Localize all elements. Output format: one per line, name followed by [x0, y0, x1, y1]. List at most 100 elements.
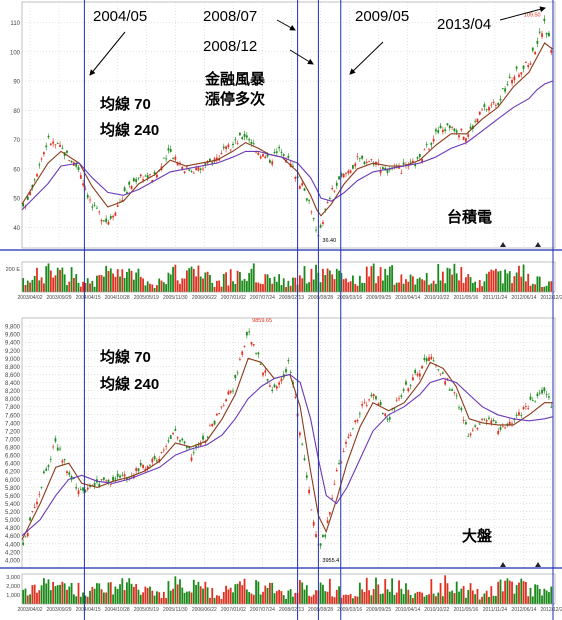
candle-body: [428, 148, 430, 150]
volume-bar: [126, 582, 128, 604]
volume-bar: [312, 594, 315, 604]
y-tick-label: 6,600: [5, 454, 21, 460]
volume-bar: [160, 280, 163, 292]
candle-body: [93, 483, 96, 486]
candle-body: [151, 179, 154, 183]
volume-bar: [462, 586, 465, 604]
candle-body: [139, 462, 142, 466]
volume-bar: [222, 273, 225, 292]
candle-body: [372, 394, 375, 397]
volume-bar: [179, 283, 181, 292]
volume-bar: [543, 286, 546, 292]
candle-body: [234, 139, 237, 141]
volume-bar: [423, 280, 426, 292]
volume-bar: [347, 595, 350, 604]
volume-bar: [356, 596, 359, 604]
candle-body: [522, 407, 525, 410]
candle-body: [497, 103, 500, 105]
candle-body: [388, 417, 391, 420]
volume-bar: [490, 269, 493, 292]
volume-bar: [179, 579, 181, 604]
candle-body: [252, 143, 255, 145]
candle-body: [370, 159, 373, 161]
volume-bar: [319, 282, 322, 292]
candle-body: [303, 458, 306, 461]
volume-bar: [370, 266, 373, 292]
candle-body: [347, 170, 350, 174]
x-tick-label: 2005/11/30: [163, 607, 188, 613]
volume-bar: [278, 589, 281, 604]
candle-body: [285, 369, 287, 373]
candle-body: [109, 216, 112, 219]
volume-bar: [469, 277, 472, 292]
annotation-2004-05: 2004/05: [93, 8, 148, 25]
volume-bar: [130, 583, 133, 604]
volume-bar: [128, 578, 131, 604]
volume-bar: [47, 263, 50, 292]
y-tick-label: 80: [13, 109, 20, 115]
volume-bar: [43, 283, 45, 292]
volume-bar: [501, 283, 504, 292]
candle-body: [139, 174, 142, 177]
candle-body: [444, 129, 447, 131]
annotation-ma70-bottom: 均線 70: [100, 349, 151, 366]
volume-bar: [169, 274, 172, 292]
candle-body: [59, 144, 61, 147]
volume-bar: [72, 594, 75, 604]
volume-bar: [548, 281, 550, 292]
candle-body: [137, 177, 140, 179]
volume-bar: [515, 272, 518, 292]
volume-bar: [96, 275, 98, 292]
event-marker: [500, 242, 506, 247]
candle-body: [379, 170, 382, 174]
volume-bar: [206, 271, 209, 292]
candle-body: [324, 534, 327, 537]
candle-body: [349, 170, 352, 173]
volume-bar: [347, 282, 350, 292]
volume-bar: [384, 579, 387, 604]
candle-body: [398, 398, 400, 400]
candle-body: [220, 153, 223, 155]
volume-bar: [130, 270, 133, 292]
volume-bar: [220, 598, 223, 604]
volume-bar: [218, 280, 221, 292]
volume-bar: [361, 282, 364, 292]
volume-bar: [98, 583, 101, 604]
volume-bar: [448, 268, 451, 292]
volume-bar: [236, 583, 239, 604]
candle-body: [375, 396, 377, 400]
volume-bar: [520, 578, 523, 604]
volume-bar: [220, 286, 223, 292]
candle-body: [448, 389, 451, 391]
candle-body: [264, 156, 267, 159]
volume-bar: [508, 580, 511, 604]
taiex-volume-panel: 2003/04/02 2003/09/29 2004/04/15 2004/10/28…: [6, 573, 562, 613]
volume-bar: [84, 282, 87, 292]
volume-bar: [490, 586, 493, 604]
candle-body: [86, 195, 89, 198]
candle-body: [342, 451, 345, 452]
candle-body: [116, 473, 119, 477]
candle-body: [112, 215, 114, 218]
candle-body: [239, 132, 241, 136]
annotation-2009-05: 2009/05: [355, 8, 410, 25]
candle-body: [315, 534, 317, 537]
volume-bar: [370, 595, 373, 604]
candle-body: [126, 477, 128, 480]
candle-body: [107, 221, 110, 225]
volume-bar: [338, 586, 340, 604]
arrow: [89, 31, 126, 76]
volume-bar: [59, 584, 61, 604]
candle-body: [303, 188, 306, 191]
candle-body: [79, 489, 82, 491]
candle-body: [437, 369, 440, 371]
volume-bar: [202, 278, 204, 292]
candle-body: [416, 157, 419, 159]
volume-bar: [361, 589, 364, 604]
y-tick-label: 4,200: [5, 550, 21, 556]
volume-bar: [331, 274, 334, 292]
volume-bar: [183, 278, 186, 292]
volume-bar: [121, 578, 124, 604]
x-tick-label: 2008/08/28: [308, 295, 333, 301]
candle-body: [248, 331, 251, 333]
